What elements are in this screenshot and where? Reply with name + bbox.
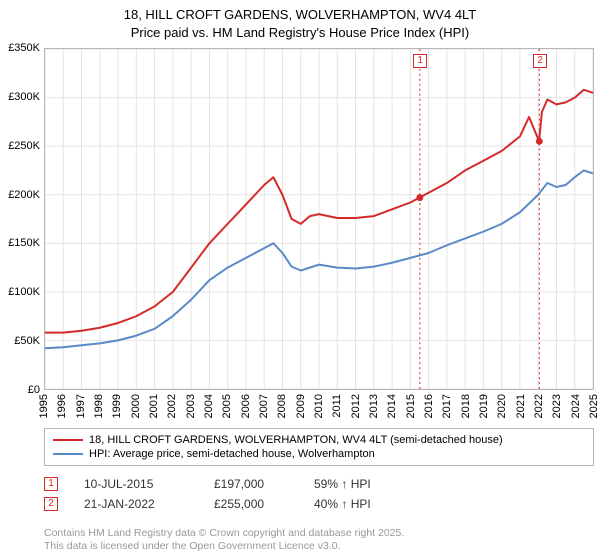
chart-svg: [45, 49, 593, 389]
y-tick-label: £0: [0, 384, 40, 396]
x-tick-label: 2008: [276, 394, 288, 418]
sale-flag-1: 1: [413, 54, 427, 68]
title-line-2: Price paid vs. HM Land Registry's House …: [0, 24, 600, 42]
y-tick-label: £100K: [0, 286, 40, 298]
x-tick-label: 2005: [221, 394, 233, 418]
x-tick-label: 1995: [38, 394, 50, 418]
legend-row-property: 18, HILL CROFT GARDENS, WOLVERHAMPTON, W…: [53, 433, 585, 447]
arrow-up-icon: ↑: [341, 477, 347, 491]
x-tick-label: 2010: [313, 394, 325, 418]
sale-row-1: 1 10-JUL-2015 £197,000 59% ↑ HPI: [44, 474, 594, 494]
legend-swatch-property: [53, 439, 83, 441]
x-tick-label: 2022: [533, 394, 545, 418]
sale-row-2: 2 21-JAN-2022 £255,000 40% ↑ HPI: [44, 494, 594, 514]
y-tick-label: £350K: [0, 42, 40, 54]
plot-area: [44, 48, 594, 390]
footer-line-2: This data is licensed under the Open Gov…: [44, 540, 404, 554]
legend-swatch-hpi: [53, 453, 83, 455]
sale-date-1: 10-JUL-2015: [84, 477, 214, 491]
x-tick-label: 2018: [460, 394, 472, 418]
sale-price-1: £197,000: [214, 477, 314, 491]
x-tick-label: 2014: [386, 394, 398, 418]
x-tick-label: 2016: [423, 394, 435, 418]
y-tick-label: £200K: [0, 189, 40, 201]
x-tick-label: 2017: [441, 394, 453, 418]
footer-attribution: Contains HM Land Registry data © Crown c…: [44, 527, 404, 554]
title-line-1: 18, HILL CROFT GARDENS, WOLVERHAMPTON, W…: [0, 6, 600, 24]
y-tick-label: £300K: [0, 91, 40, 103]
x-tick-label: 2012: [350, 394, 362, 418]
x-tick-label: 2009: [295, 394, 307, 418]
x-tick-label: 2019: [478, 394, 490, 418]
chart-container: 18, HILL CROFT GARDENS, WOLVERHAMPTON, W…: [0, 0, 600, 560]
x-tick-label: 2004: [203, 394, 215, 418]
x-tick-label: 2001: [148, 394, 160, 418]
x-tick-label: 2021: [515, 394, 527, 418]
chart-title: 18, HILL CROFT GARDENS, WOLVERHAMPTON, W…: [0, 0, 600, 41]
x-tick-label: 1998: [93, 394, 105, 418]
legend-row-hpi: HPI: Average price, semi-detached house,…: [53, 447, 585, 461]
x-tick-label: 2024: [570, 394, 582, 418]
sale-marker-1: 1: [44, 477, 58, 491]
x-tick-label: 2025: [588, 394, 600, 418]
legend-label-property: 18, HILL CROFT GARDENS, WOLVERHAMPTON, W…: [89, 434, 503, 446]
sale-flag-2: 2: [533, 54, 547, 68]
sale-pct-1: 59% ↑ HPI: [314, 477, 404, 491]
y-tick-label: £250K: [0, 140, 40, 152]
x-tick-label: 2000: [130, 394, 142, 418]
x-tick-label: 2011: [331, 394, 343, 418]
x-tick-label: 2015: [405, 394, 417, 418]
x-tick-label: 1999: [111, 394, 123, 418]
legend: 18, HILL CROFT GARDENS, WOLVERHAMPTON, W…: [44, 428, 594, 466]
sale-date-2: 21-JAN-2022: [84, 497, 214, 511]
legend-label-hpi: HPI: Average price, semi-detached house,…: [89, 448, 375, 460]
x-tick-label: 2020: [496, 394, 508, 418]
x-tick-label: 2006: [240, 394, 252, 418]
footer-line-1: Contains HM Land Registry data © Crown c…: [44, 527, 404, 541]
arrow-up-icon: ↑: [341, 497, 347, 511]
sales-table: 1 10-JUL-2015 £197,000 59% ↑ HPI 2 21-JA…: [44, 474, 594, 514]
sale-pct-2: 40% ↑ HPI: [314, 497, 404, 511]
x-tick-label: 2003: [185, 394, 197, 418]
x-tick-label: 2023: [551, 394, 563, 418]
sale-price-2: £255,000: [214, 497, 314, 511]
x-tick-label: 1997: [75, 394, 87, 418]
x-tick-label: 1996: [56, 394, 68, 418]
x-tick-label: 2013: [368, 394, 380, 418]
y-tick-label: £150K: [0, 237, 40, 249]
x-tick-label: 2007: [258, 394, 270, 418]
y-tick-label: £50K: [0, 335, 40, 347]
sale-marker-2: 2: [44, 497, 58, 511]
x-tick-label: 2002: [166, 394, 178, 418]
